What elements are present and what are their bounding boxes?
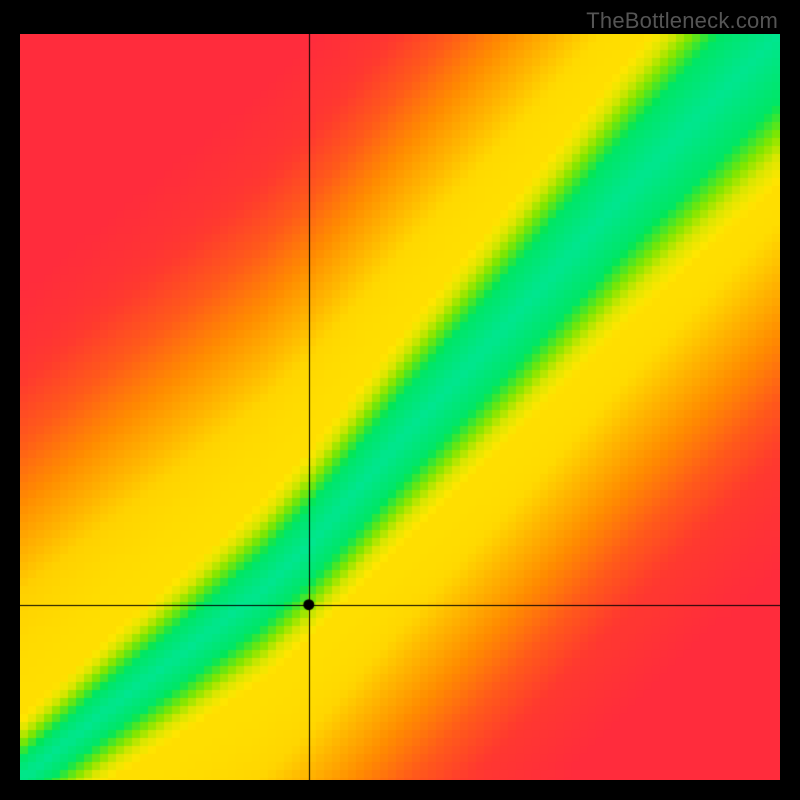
- watermark-text: TheBottleneck.com: [586, 8, 778, 34]
- chart-container: TheBottleneck.com: [0, 0, 800, 800]
- heatmap-plot: [20, 34, 780, 780]
- heatmap-canvas: [20, 34, 780, 780]
